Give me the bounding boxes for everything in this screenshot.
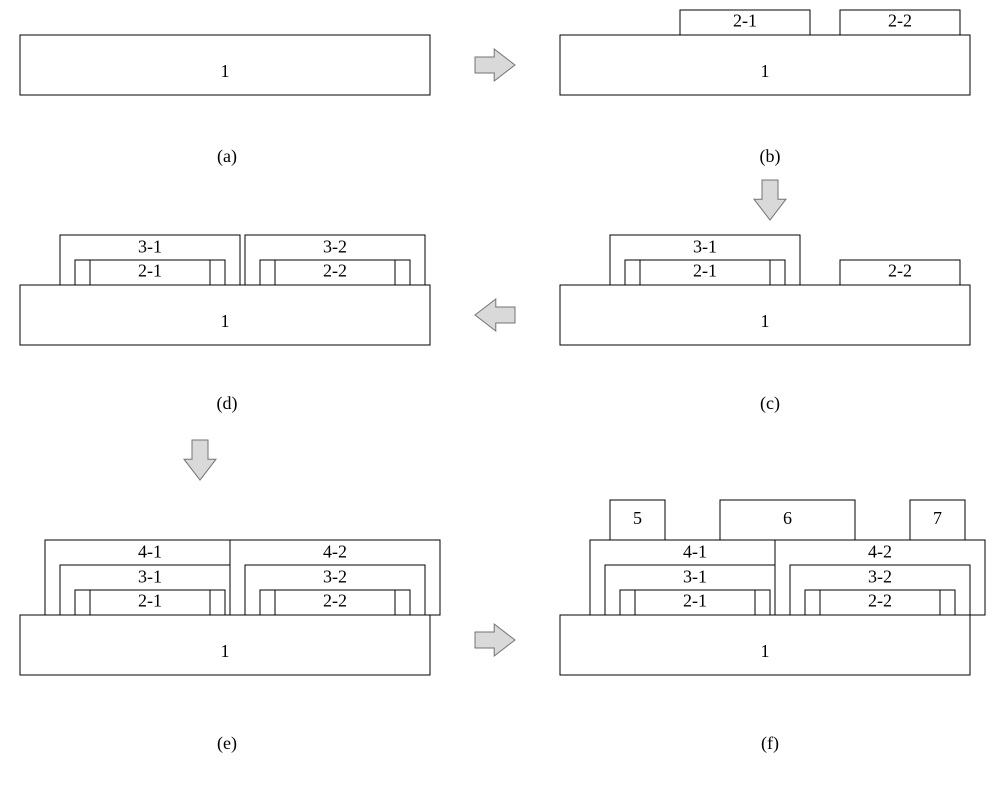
svg-text:3-2: 3-2: [868, 567, 892, 587]
svg-text:1: 1: [221, 311, 230, 331]
svg-text:2-1: 2-1: [733, 11, 757, 31]
svg-text:3-1: 3-1: [138, 237, 162, 257]
diagram-canvas: 1 (a) 1 2-1 2-2 (b) 1 2-1 3-1 2-2 (c) 1 2-1 3-1 2-2 3-2…: [0, 0, 1000, 785]
svg-text:3-2: 3-2: [323, 237, 347, 257]
svg-text:2-2: 2-2: [888, 11, 912, 31]
flow-arrow: [184, 440, 216, 480]
svg-text:4-2: 4-2: [868, 542, 892, 562]
svg-text:1: 1: [221, 641, 230, 661]
panel-caption: (f): [761, 733, 779, 754]
svg-text:3-2: 3-2: [323, 567, 347, 587]
svg-text:7: 7: [933, 508, 942, 528]
flow-arrow: [475, 49, 515, 81]
panel-caption: (e): [217, 733, 237, 754]
svg-text:4-1: 4-1: [138, 542, 162, 562]
svg-text:3-1: 3-1: [693, 237, 717, 257]
svg-text:5: 5: [633, 508, 642, 528]
svg-text:2-2: 2-2: [888, 261, 912, 281]
svg-text:1: 1: [221, 61, 230, 81]
flow-arrow: [754, 180, 786, 220]
svg-text:1: 1: [761, 61, 770, 81]
svg-text:1: 1: [761, 311, 770, 331]
flow-arrow: [475, 299, 515, 331]
panel-caption: (b): [760, 146, 781, 167]
svg-text:2-1: 2-1: [138, 591, 162, 611]
svg-text:2-2: 2-2: [323, 261, 347, 281]
panel-caption: (c): [760, 393, 780, 414]
svg-text:2-2: 2-2: [323, 591, 347, 611]
panel-caption: (d): [217, 393, 238, 414]
svg-text:1: 1: [761, 641, 770, 661]
svg-text:3-1: 3-1: [138, 567, 162, 587]
svg-text:6: 6: [783, 508, 792, 528]
panel-caption: (a): [217, 146, 237, 167]
svg-text:2-1: 2-1: [693, 261, 717, 281]
svg-text:4-1: 4-1: [683, 542, 707, 562]
flow-arrow: [475, 624, 515, 656]
svg-text:4-2: 4-2: [323, 542, 347, 562]
svg-text:2-1: 2-1: [138, 261, 162, 281]
svg-text:3-1: 3-1: [683, 567, 707, 587]
svg-text:2-2: 2-2: [868, 591, 892, 611]
svg-text:2-1: 2-1: [683, 591, 707, 611]
